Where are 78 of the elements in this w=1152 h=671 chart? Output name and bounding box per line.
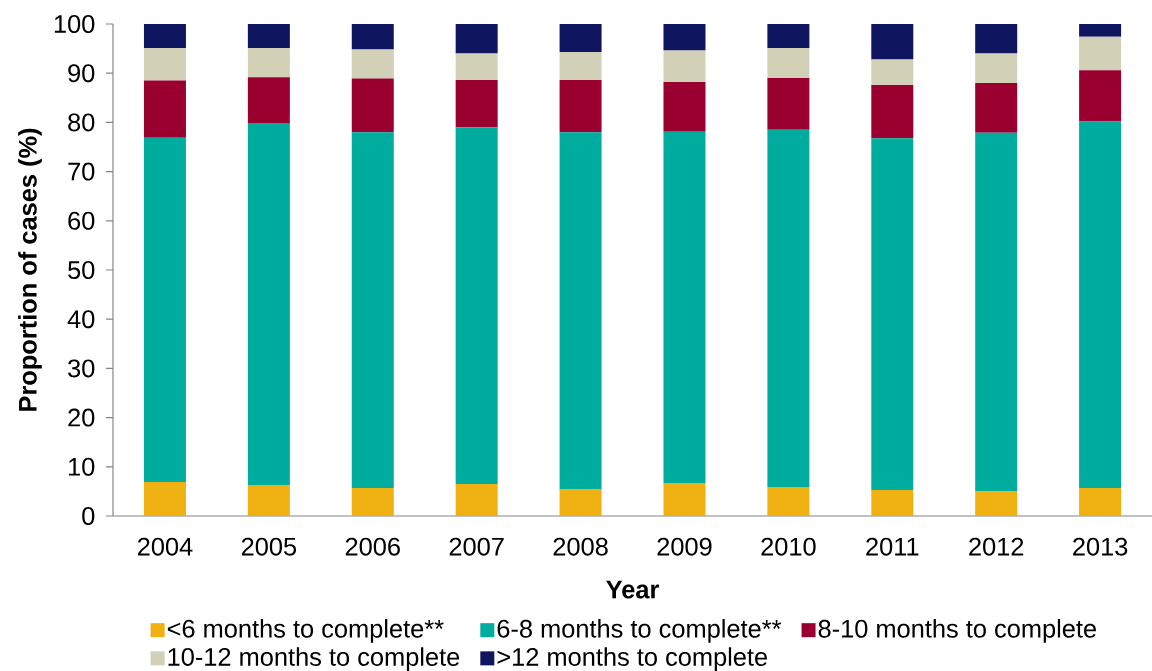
x-tick-label: 2009	[657, 537, 712, 556]
bar	[559, 80, 602, 133]
y-tick-label: 40	[67, 310, 95, 329]
y-tick-label: 50	[68, 261, 95, 279]
bar	[1079, 23, 1122, 37]
bar	[663, 131, 706, 484]
y-axis-title: Proportion of cases (%)	[18, 128, 42, 411]
legend-label: >12 months to complete	[497, 647, 767, 671]
bar	[455, 484, 498, 516]
y-tick-label: 20	[68, 408, 95, 427]
bar	[143, 23, 186, 49]
bar	[975, 491, 1018, 516]
bar	[975, 53, 1018, 84]
bar	[455, 53, 498, 81]
legend-label: <6 months to complete**	[167, 619, 444, 643]
bar	[871, 138, 914, 490]
y-tick-label: 60	[68, 211, 95, 230]
x-tick-label: 2004	[137, 537, 193, 556]
bar	[247, 485, 290, 516]
bar	[455, 80, 498, 128]
bar	[871, 85, 914, 139]
y-tick-label: 70	[68, 162, 95, 181]
bar	[247, 23, 290, 49]
bar	[351, 132, 394, 488]
x-tick-label: 2006	[345, 537, 400, 556]
bar	[247, 48, 290, 78]
bar	[663, 82, 706, 132]
x-tick-label: 2007	[449, 537, 504, 556]
bar	[767, 48, 810, 79]
bar	[975, 83, 1018, 133]
x-tick-label: 2013	[1073, 537, 1128, 556]
bar	[247, 77, 290, 123]
bar	[871, 59, 914, 85]
y-tick-label: 0	[82, 507, 95, 525]
bar	[143, 482, 186, 516]
bar	[767, 129, 810, 487]
bar	[975, 23, 1018, 54]
legend-label: 10-12 months to complete	[168, 647, 460, 671]
x-tick-label: 2011	[866, 537, 919, 556]
bar	[351, 23, 394, 50]
bar	[559, 23, 602, 53]
bar	[767, 78, 810, 130]
bar	[975, 132, 1018, 492]
y-tick-label: 10	[69, 457, 95, 476]
y-tick-label: 100	[54, 15, 95, 33]
y-tick-label: 30	[68, 359, 95, 378]
bar	[871, 489, 914, 516]
bar	[663, 50, 706, 83]
bar	[559, 52, 602, 81]
bar	[351, 49, 394, 79]
x-tick-label: 2008	[553, 537, 608, 556]
bar	[663, 23, 706, 51]
bar	[1079, 70, 1122, 122]
x-tick-label: 2010	[761, 537, 816, 556]
y-tick-label: 80	[68, 113, 95, 132]
bar	[871, 23, 914, 60]
bar	[351, 78, 394, 133]
bar	[1079, 487, 1122, 516]
bar	[767, 23, 810, 49]
bar	[143, 48, 186, 81]
bar	[247, 122, 290, 485]
bar	[559, 488, 602, 516]
bar	[351, 487, 394, 516]
bar	[455, 23, 498, 54]
legend-label: 6-8 months to complete**	[497, 619, 782, 643]
x-tick-label: 2012	[969, 537, 1024, 556]
bar	[559, 132, 602, 489]
bar	[1079, 36, 1122, 71]
bar	[767, 486, 810, 516]
y-tick-label: 90	[68, 64, 95, 83]
bar	[143, 137, 186, 483]
bar	[663, 483, 706, 516]
bar	[143, 80, 186, 138]
x-tick-label: 2005	[241, 537, 297, 556]
bar	[455, 127, 498, 485]
bar	[1079, 121, 1122, 488]
legend-label: 8-10 months to complete	[818, 619, 1096, 643]
x-axis-title: Year	[606, 580, 659, 599]
